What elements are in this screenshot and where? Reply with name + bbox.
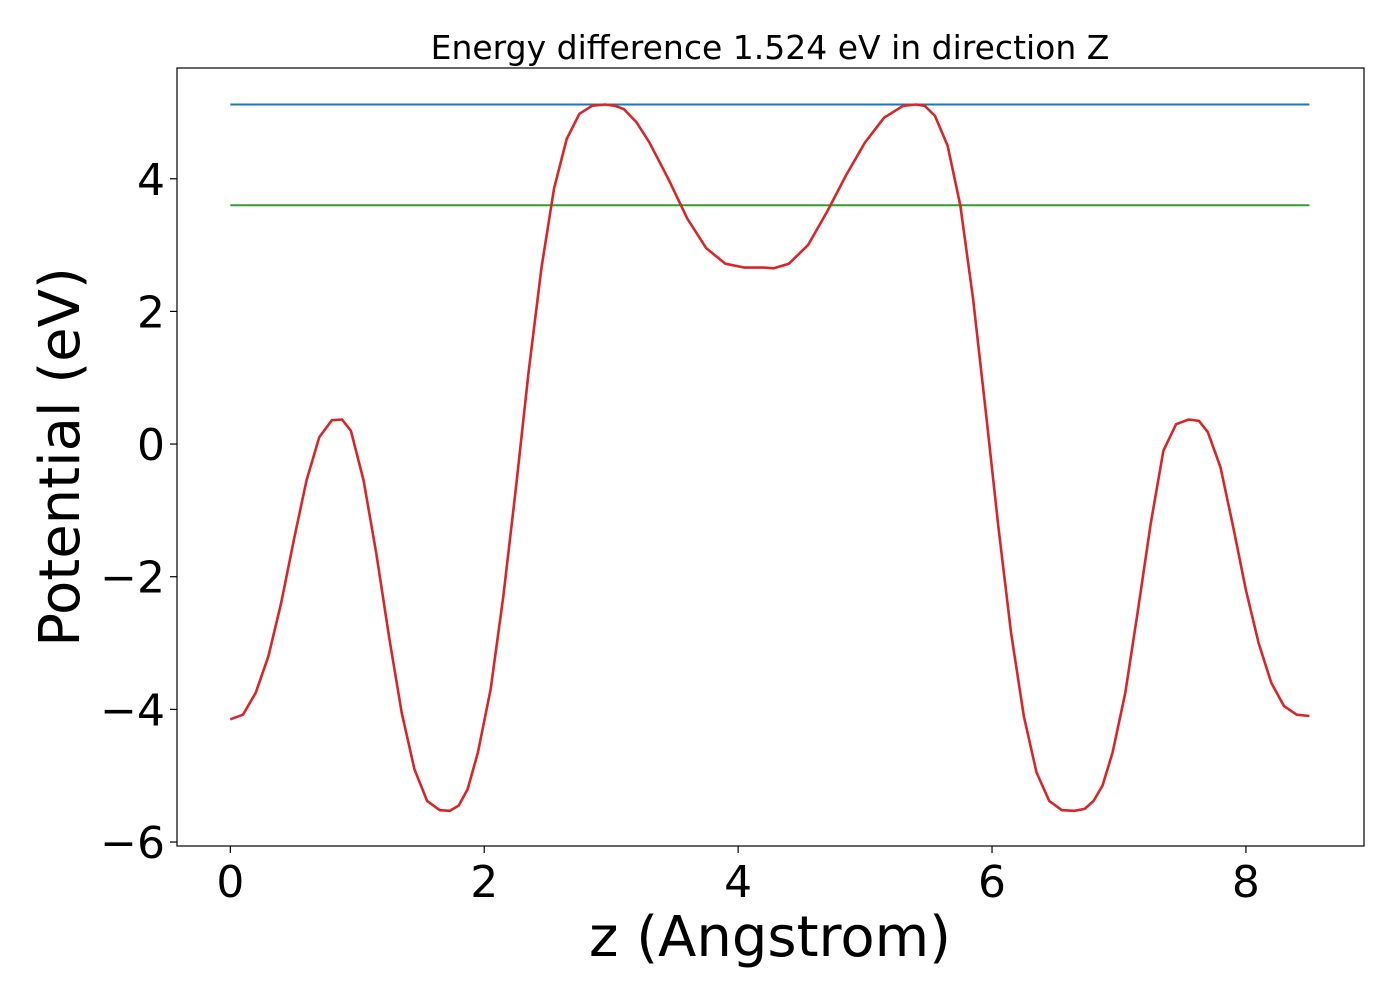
series-line-2 bbox=[229, 103, 1310, 813]
series-layer bbox=[229, 103, 1310, 813]
plot-frame bbox=[176, 67, 1365, 847]
plot-area bbox=[176, 67, 1365, 847]
y-tick-label: 4 bbox=[137, 155, 165, 206]
x-tick-label: 6 bbox=[978, 857, 1006, 908]
y-tick-label: 0 bbox=[137, 420, 165, 471]
chart-title: Energy difference 1.524 eV in direction … bbox=[431, 28, 1110, 67]
y-axis: −6 −4 −2 0 2 4 bbox=[100, 155, 177, 869]
y-tick-label: −2 bbox=[100, 553, 165, 604]
y-tick-label: 2 bbox=[137, 287, 165, 338]
y-tick-label: −4 bbox=[100, 685, 165, 736]
y-tick-label: −6 bbox=[100, 818, 165, 869]
x-tick-label: 8 bbox=[1232, 857, 1260, 908]
x-axis-label: z (Angstrom) bbox=[589, 905, 951, 970]
x-axis: 0 2 4 6 8 bbox=[216, 846, 1260, 908]
x-tick-label: 2 bbox=[470, 857, 498, 908]
x-tick-label: 0 bbox=[216, 857, 244, 908]
y-axis-label: Potential (eV) bbox=[28, 267, 93, 647]
x-tick-label: 4 bbox=[724, 857, 752, 908]
